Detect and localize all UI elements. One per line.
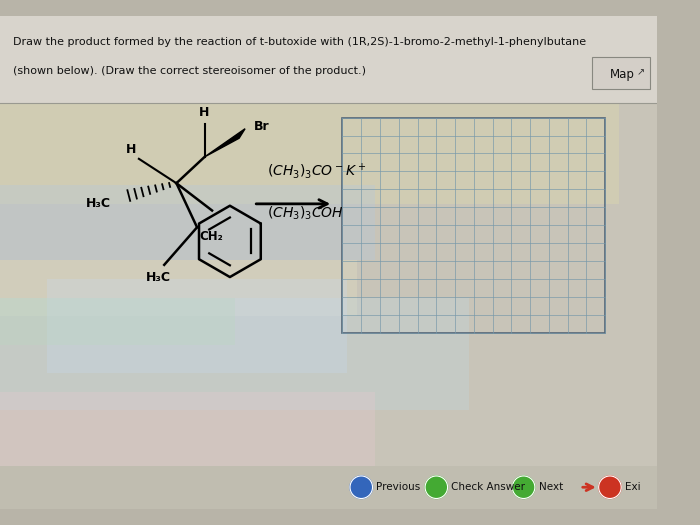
Bar xyxy=(592,57,650,89)
Bar xyxy=(0,392,375,467)
Text: ↗: ↗ xyxy=(636,68,644,78)
Bar xyxy=(0,466,657,509)
Polygon shape xyxy=(204,129,245,157)
Circle shape xyxy=(512,476,535,499)
Bar xyxy=(0,298,469,411)
Text: Map: Map xyxy=(610,68,635,81)
Bar xyxy=(0,185,375,260)
Text: H₃C: H₃C xyxy=(85,197,111,211)
Bar xyxy=(0,298,234,344)
Circle shape xyxy=(425,476,447,499)
Text: Previous: Previous xyxy=(377,482,421,492)
Text: Next: Next xyxy=(538,482,563,492)
Text: Exi: Exi xyxy=(625,482,640,492)
Text: Br: Br xyxy=(254,120,270,133)
Text: CH₂: CH₂ xyxy=(199,230,223,243)
Text: H₃C: H₃C xyxy=(146,270,170,284)
Text: Check Answer: Check Answer xyxy=(452,482,525,492)
Circle shape xyxy=(350,476,372,499)
Bar xyxy=(0,16,657,102)
Text: $\left(CH_3\right)_3COH$: $\left(CH_3\right)_3COH$ xyxy=(267,205,344,222)
Bar xyxy=(47,279,347,373)
Circle shape xyxy=(598,476,621,499)
Text: $\left(CH_3\right)_3CO^-K^+$: $\left(CH_3\right)_3CO^-K^+$ xyxy=(267,161,367,181)
Text: Draw the product formed by the reaction of t-butoxide with (1R,2S)-1-bromo-2-met: Draw the product formed by the reaction … xyxy=(13,37,587,47)
Bar xyxy=(342,118,606,333)
Text: H: H xyxy=(199,107,210,119)
Bar xyxy=(0,54,620,204)
Text: (shown below). (Draw the correct stereoisomer of the product.): (shown below). (Draw the correct stereoi… xyxy=(13,66,366,76)
Bar xyxy=(0,260,356,317)
Text: H: H xyxy=(126,143,136,156)
